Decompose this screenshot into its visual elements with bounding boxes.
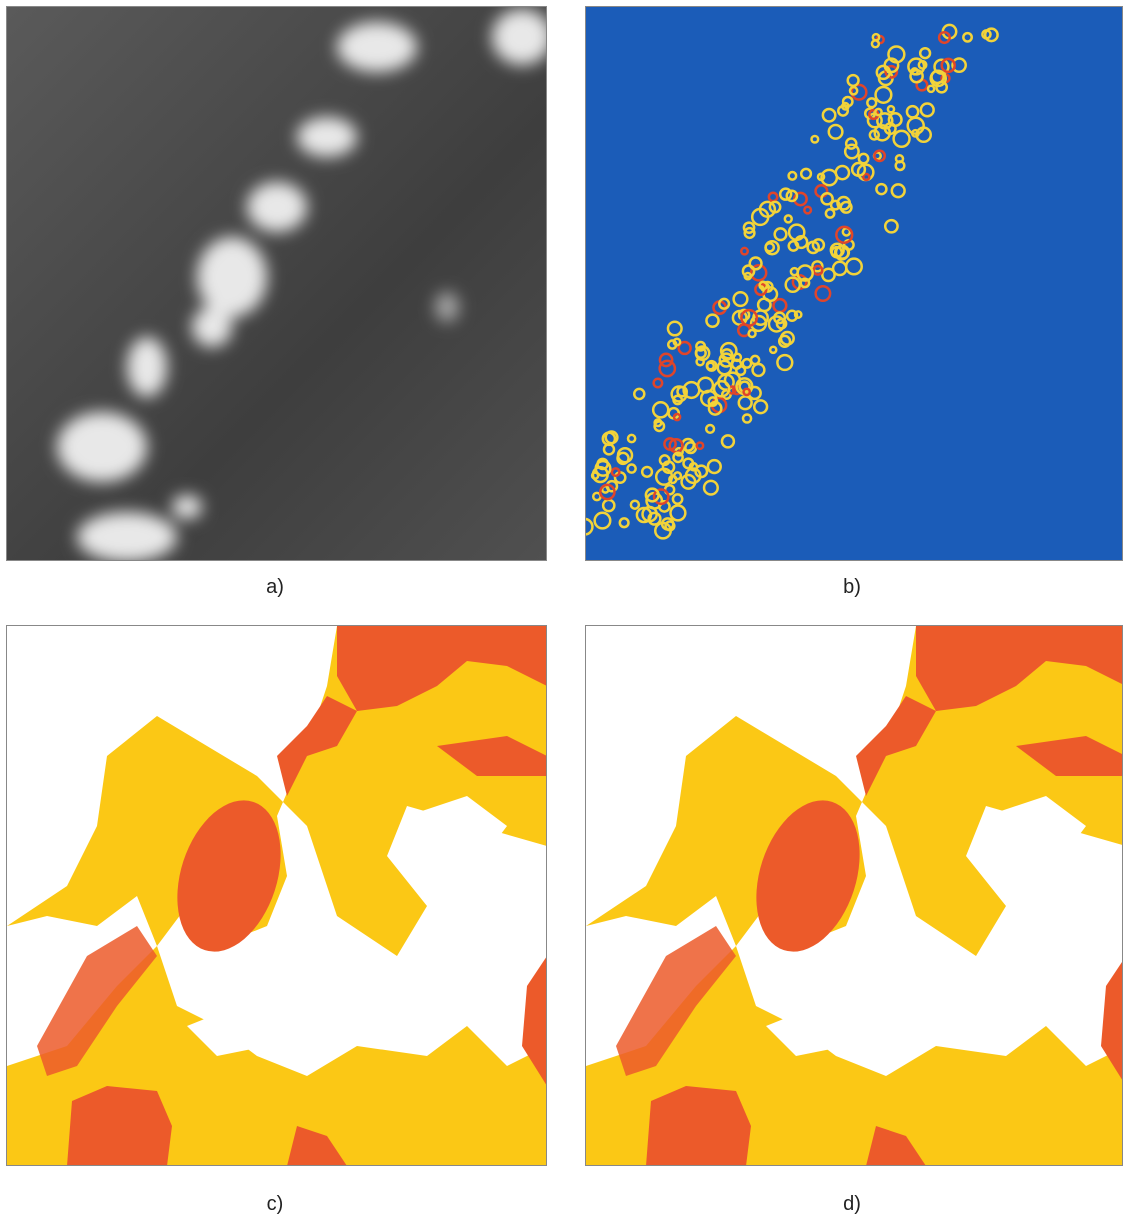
caption: a) <box>235 576 315 599</box>
panel-classification-c <box>6 625 547 1166</box>
caption: c) <box>235 1193 315 1216</box>
panel-classification-d <box>585 625 1123 1166</box>
panel-grayscale-image <box>6 6 547 561</box>
caption: b) <box>812 576 892 599</box>
caption: d) <box>812 1193 892 1216</box>
panel-gradient-image <box>585 6 1123 561</box>
figure: a) b) c) d) <box>0 0 1123 1218</box>
